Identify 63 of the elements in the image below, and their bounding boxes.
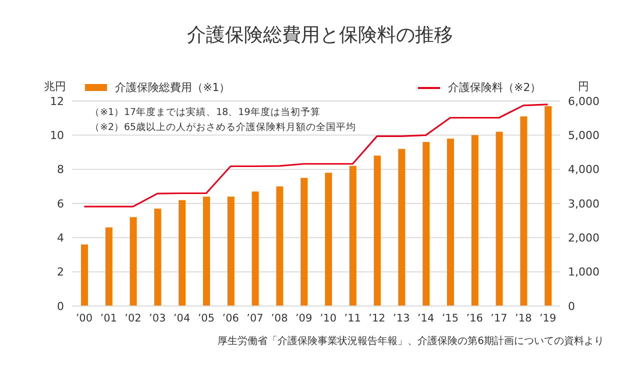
y-tick-label: 8 bbox=[57, 163, 64, 176]
bar bbox=[300, 178, 308, 306]
x-tick-label: ’03 bbox=[149, 312, 166, 324]
bar bbox=[447, 138, 454, 306]
bar bbox=[227, 196, 234, 306]
y2-tick-label: 6,000 bbox=[568, 94, 600, 108]
bar bbox=[130, 217, 137, 306]
y2-tick-label: 2,000 bbox=[568, 232, 600, 245]
y-tick-label: 12 bbox=[50, 94, 64, 108]
y-tick-label: 10 bbox=[50, 129, 64, 142]
y-tick-label: 0 bbox=[57, 300, 64, 313]
y2-tick-label: 4,000 bbox=[568, 163, 600, 176]
x-tick-label: ’19 bbox=[539, 312, 556, 324]
bar bbox=[325, 172, 332, 306]
x-tick-label: ’10 bbox=[320, 312, 337, 324]
x-tick-label: ’01 bbox=[100, 312, 117, 324]
bar bbox=[471, 135, 478, 306]
bar bbox=[374, 156, 381, 306]
line-series bbox=[83, 104, 549, 208]
bar bbox=[520, 116, 528, 306]
x-tick-label: ’17 bbox=[490, 312, 508, 324]
x-tick-label: ’15 bbox=[442, 312, 459, 324]
x-tick-label: ’04 bbox=[173, 312, 190, 324]
annotation: （※1）17年度までは実績、18、19年度は当初予算 bbox=[90, 106, 320, 119]
x-tick-label: ’13 bbox=[393, 312, 410, 324]
chart-title: 介護保険総費用と保険料の推移 bbox=[186, 23, 454, 48]
bar bbox=[398, 148, 406, 306]
bar bbox=[154, 208, 162, 306]
y2-tick-label: 3,000 bbox=[568, 197, 600, 210]
bar bbox=[544, 106, 552, 306]
legend-label: 介護保険総費用（※1） bbox=[115, 80, 230, 95]
y-axis-title: 兆円 bbox=[44, 79, 66, 94]
x-tick-label: ’07 bbox=[246, 312, 264, 324]
y-tick-label: 2 bbox=[57, 266, 64, 279]
bar bbox=[252, 192, 259, 306]
bar bbox=[105, 227, 112, 306]
y-tick-label: 4 bbox=[57, 232, 64, 245]
x-tick-label: ’14 bbox=[417, 312, 434, 324]
x-tick-label: ’16 bbox=[466, 312, 484, 324]
bar bbox=[276, 186, 284, 306]
y-tick-label: 6 bbox=[57, 197, 64, 210]
y2-tick-label: 1,000 bbox=[568, 266, 600, 279]
bar bbox=[496, 132, 503, 306]
bar bbox=[349, 166, 356, 306]
bar bbox=[178, 200, 186, 306]
x-tick-label: ’06 bbox=[222, 312, 240, 324]
x-tick-label: ’00 bbox=[76, 312, 93, 324]
y2-axis-title: 円 bbox=[578, 79, 589, 94]
x-tick-label: ’11 bbox=[344, 312, 361, 324]
bar bbox=[422, 142, 430, 306]
y2-tick-label: 5,000 bbox=[568, 129, 600, 142]
x-tick-label: ’02 bbox=[124, 312, 142, 324]
x-tick-label: ’09 bbox=[295, 312, 312, 324]
x-tick-label: ’12 bbox=[368, 312, 386, 324]
bar bbox=[81, 244, 88, 306]
legend-label: 介護保険料（※2） bbox=[448, 80, 542, 95]
y2-tick-label: 0 bbox=[568, 300, 575, 313]
annotation: （※2）65歳以上の人がおさめる介護保険料月額の全国平均 bbox=[90, 121, 356, 134]
text: 厚生労働省「介護保険事業状況報告年報」、介護保険の第6期計画についての資料より bbox=[218, 334, 604, 348]
x-tick-label: ’08 bbox=[271, 312, 288, 324]
bar bbox=[203, 196, 210, 306]
x-tick-label: ’18 bbox=[515, 312, 532, 324]
x-tick-label: ’05 bbox=[198, 312, 215, 324]
